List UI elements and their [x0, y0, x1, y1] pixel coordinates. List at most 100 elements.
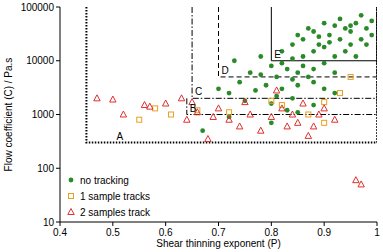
point [68, 209, 74, 215]
x-axis-title: Shear thinning exponent (P) [156, 238, 281, 249]
point [348, 42, 353, 47]
region-label: B [190, 103, 197, 114]
point [69, 194, 74, 199]
point [242, 99, 248, 105]
point [290, 77, 295, 82]
point [322, 61, 327, 66]
point [338, 91, 343, 96]
point [338, 37, 343, 42]
point [69, 178, 74, 183]
point [364, 42, 369, 47]
point [264, 83, 269, 88]
y-tick-label: 100000 [21, 2, 55, 13]
point [247, 111, 253, 117]
point [279, 105, 285, 111]
point [306, 112, 311, 117]
y-tick [56, 168, 60, 169]
x-tick-label: 0.8 [264, 227, 278, 238]
point [295, 33, 300, 38]
point [137, 117, 142, 122]
point [295, 70, 300, 75]
point [284, 123, 290, 129]
point [316, 42, 321, 47]
region-label: D [222, 65, 229, 76]
point [226, 116, 232, 122]
point [205, 136, 211, 142]
point [300, 100, 306, 106]
point [301, 64, 306, 69]
point [332, 23, 337, 28]
point [321, 105, 327, 111]
point [258, 72, 263, 77]
point [200, 128, 205, 133]
point [153, 106, 158, 111]
point [280, 61, 285, 66]
point [248, 70, 253, 75]
point [258, 127, 264, 133]
point [311, 49, 316, 54]
point [184, 116, 190, 122]
point [311, 29, 316, 34]
point [348, 23, 353, 28]
x-tick-label: 0.4 [53, 227, 67, 238]
point [289, 111, 295, 117]
point [178, 95, 184, 101]
point [227, 110, 232, 115]
x-tick-label: 0.9 [317, 227, 331, 238]
point [295, 119, 301, 125]
point [322, 45, 327, 50]
point [120, 111, 126, 117]
point [285, 67, 290, 72]
region-outline [187, 98, 377, 114]
y-tick [56, 222, 60, 223]
point [311, 103, 316, 108]
point [364, 26, 369, 31]
point [269, 64, 274, 69]
plot-area [86, 7, 377, 187]
x-tick [165, 222, 166, 226]
point [290, 42, 295, 47]
x-tick-label: 0.5 [106, 227, 120, 238]
point [94, 95, 100, 101]
x-tick [112, 222, 113, 226]
point [316, 34, 321, 39]
point [290, 56, 295, 61]
point [311, 67, 316, 72]
point [353, 177, 359, 183]
point [353, 21, 358, 26]
y-axis-title: Flow coefficient (C) / Pa.s [3, 58, 14, 172]
region-outline [192, 7, 377, 98]
point [269, 98, 274, 103]
point [332, 54, 337, 59]
point [311, 80, 316, 85]
region-label: C [195, 86, 202, 97]
point [273, 87, 279, 93]
point [232, 58, 237, 63]
point [290, 96, 295, 101]
chart: 0.40.50.60.70.80.9110100100010000100000S… [0, 0, 383, 252]
y-tick-label: 10 [43, 217, 55, 228]
point [274, 75, 279, 80]
point [147, 103, 153, 109]
x-tick-label: 0.7 [212, 227, 226, 238]
x-tick [218, 222, 219, 226]
x-tick [324, 222, 325, 226]
point [353, 54, 358, 59]
point [348, 29, 353, 34]
x-tick [377, 222, 378, 226]
point [306, 26, 311, 31]
point [215, 105, 221, 111]
x-tick-label: 1 [374, 227, 380, 238]
region-outline [271, 7, 377, 61]
point [237, 80, 242, 85]
region-label: E [274, 49, 281, 60]
x-tick-label: 0.6 [159, 227, 173, 238]
point [141, 102, 147, 108]
point [110, 96, 116, 102]
point [322, 21, 327, 26]
legend-label: 2 samples track [80, 207, 151, 218]
point [338, 17, 343, 22]
point [295, 83, 300, 88]
point [332, 70, 337, 75]
point [280, 86, 285, 91]
